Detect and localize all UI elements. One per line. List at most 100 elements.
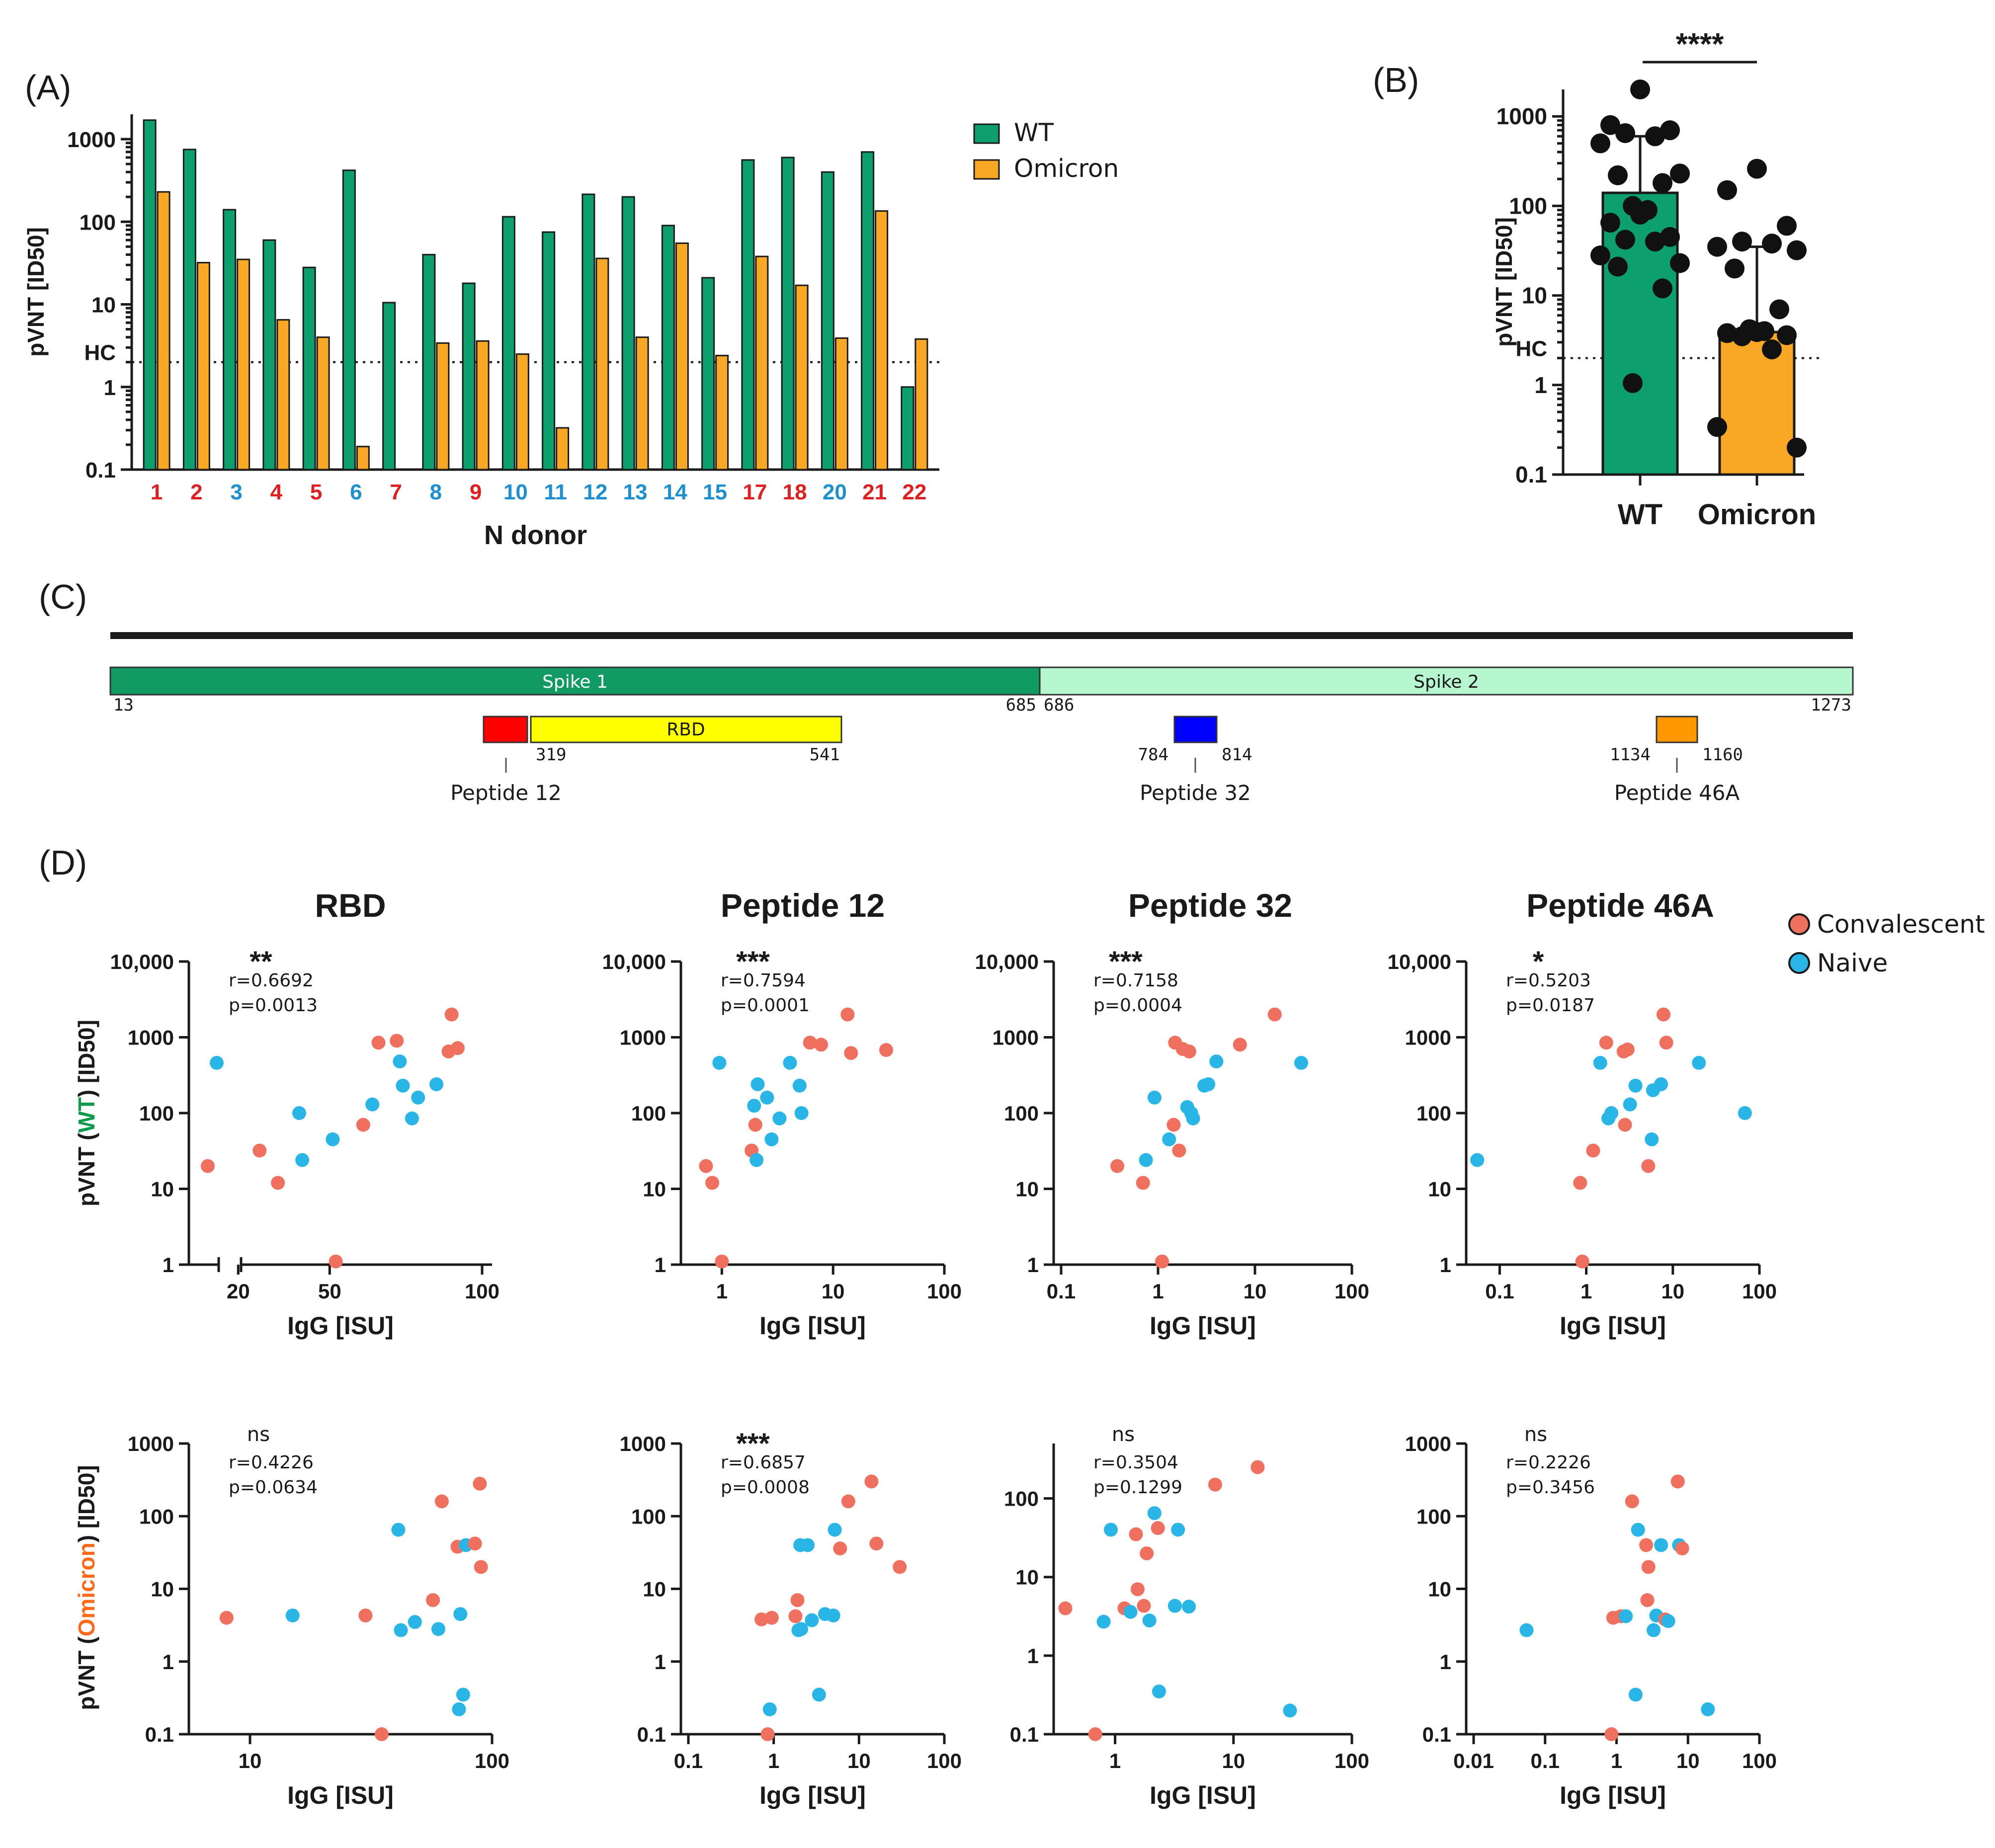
- x-axis-title: IgG [ISU]: [1560, 1781, 1666, 1809]
- convalescent-point: [468, 1536, 482, 1551]
- y-tick-label: 10: [151, 1578, 174, 1601]
- naive-point: [394, 1623, 408, 1637]
- naive-point: [1519, 1623, 1534, 1637]
- naive-point: [1096, 1614, 1111, 1629]
- naive-point: [365, 1097, 380, 1112]
- bar-wt-18: [781, 157, 795, 471]
- r-value: r=0.3504: [1093, 1452, 1178, 1473]
- convalescent-point: [803, 1036, 817, 1050]
- bar-omicron: [1718, 330, 1796, 476]
- y-tick-label: 1: [163, 1650, 174, 1674]
- naive-point: [712, 1055, 727, 1070]
- y-tick-label: 1: [1027, 1253, 1039, 1277]
- y-tick-label: 1: [1534, 372, 1547, 398]
- x-tick-label: 0.1: [1047, 1280, 1076, 1303]
- y-tick-label: 1: [104, 376, 116, 400]
- rbd-bar: [530, 716, 842, 743]
- naive-point: [749, 1153, 764, 1167]
- naive-point: [408, 1615, 422, 1629]
- y-tick-label: 1: [1440, 1253, 1451, 1277]
- naive-point: [1593, 1055, 1607, 1070]
- naive-point: [1139, 1153, 1153, 1167]
- convalescent-point: [1573, 1176, 1587, 1190]
- peptide-box-1: [483, 716, 528, 743]
- x-tick-label: 21: [862, 480, 887, 504]
- naive-point: [1647, 1623, 1661, 1637]
- convalescent-point: [473, 1476, 487, 1491]
- data-point-wt: [1615, 230, 1635, 250]
- data-point-wt: [1660, 227, 1680, 247]
- x-tick-label: 1: [1109, 1749, 1121, 1772]
- significance-stars: ***: [1109, 946, 1143, 978]
- convalescent-point: [1659, 1036, 1673, 1050]
- data-point-wt: [1590, 245, 1610, 266]
- r-value: r=0.6692: [229, 970, 314, 991]
- bar-omicron-14: [675, 242, 689, 471]
- peptide-start: 784: [1138, 745, 1168, 765]
- y-tick-label: 0.1: [145, 1723, 174, 1746]
- p-value: p=0.0008: [721, 1477, 810, 1498]
- convalescent-point: [754, 1612, 769, 1626]
- naive-point: [1182, 1600, 1196, 1614]
- x-axis-title: IgG [ISU]: [287, 1312, 394, 1340]
- bar-omicron-2: [196, 262, 210, 471]
- panel-label-b: (B): [1373, 61, 1419, 99]
- bar-wt-14: [661, 225, 675, 471]
- bar-omicron-10: [515, 353, 529, 471]
- bar-wt-12: [582, 193, 595, 471]
- naive-point: [1645, 1132, 1659, 1146]
- convalescent-point: [1250, 1460, 1265, 1474]
- naive-point: [1147, 1506, 1162, 1521]
- bar-omicron-12: [595, 257, 609, 471]
- convalescent-point: [788, 1609, 803, 1623]
- naive-point: [1294, 1055, 1309, 1070]
- hc-label: HC: [84, 341, 116, 365]
- naive-point: [411, 1090, 425, 1105]
- legend-label-naive: Naive: [1817, 949, 1888, 977]
- convalescent-point: [426, 1593, 440, 1607]
- x-tick-label: 100: [1742, 1280, 1777, 1303]
- data-point-wt: [1608, 165, 1628, 185]
- x-tick-label: 10: [503, 480, 528, 504]
- data-point-wt: [1670, 253, 1690, 273]
- bar-wt-11: [542, 231, 556, 471]
- y-tick-label: 100: [1004, 1102, 1039, 1125]
- naive-point: [1152, 1684, 1166, 1698]
- data-point-wt: [1623, 373, 1643, 393]
- x-tick-label: 9: [470, 480, 482, 504]
- naive-point: [405, 1111, 419, 1125]
- convalescent-point: [1155, 1254, 1169, 1269]
- convalescent-point: [1110, 1159, 1125, 1173]
- y-tick-label: 1000: [128, 1026, 174, 1049]
- spike1-bar: [109, 666, 1041, 696]
- convalescent-point: [844, 1046, 858, 1060]
- convalescent-point: [1639, 1538, 1654, 1552]
- convalescent-point: [1166, 1118, 1181, 1132]
- panel-d-correlation-plots: Convalescent Naive pVNT (WT) [ID50] pVNT (O…: [74, 887, 1985, 1809]
- y-axis-title: pVNT [ID50]: [1491, 217, 1517, 347]
- p-value: p=0.0634: [229, 1477, 318, 1498]
- bar-wt-15: [701, 277, 715, 471]
- convalescent-point: [1151, 1521, 1165, 1535]
- y-tick-label: 10: [643, 1178, 666, 1201]
- y-tick-label: 0.1: [1515, 462, 1547, 487]
- peptide-end: 1160: [1702, 745, 1743, 765]
- convalescent-point: [1129, 1527, 1143, 1541]
- naive-point: [1701, 1702, 1715, 1716]
- bar-omicron-3: [237, 258, 250, 471]
- naive-point: [1628, 1078, 1643, 1093]
- x-tick-label: 100: [465, 1280, 499, 1303]
- y-tick-label: 10: [151, 1178, 174, 1201]
- peptide-label: Peptide 32: [1140, 781, 1251, 805]
- x-tick-label: 1: [1152, 1280, 1164, 1303]
- y-tick-label: 1000: [128, 1432, 174, 1455]
- panel-c-spike-diagram: Spike 1 Spike 2 13 685 686 1273 RBD 319 541 Pepti…: [109, 632, 1854, 805]
- bar-omicron-22: [914, 338, 928, 471]
- x-axis-title: IgG [ISU]: [759, 1781, 866, 1809]
- y-tick-label: 100: [1004, 1487, 1039, 1511]
- bar-omicron-5: [316, 336, 330, 471]
- convalescent-point: [371, 1036, 386, 1050]
- significance-stars: ****: [1676, 27, 1724, 62]
- scatter-plot-5: 1000 100 10 1 0.1 10 100 IgG [ISU] ns r=0.4226 p=0…: [128, 1423, 509, 1809]
